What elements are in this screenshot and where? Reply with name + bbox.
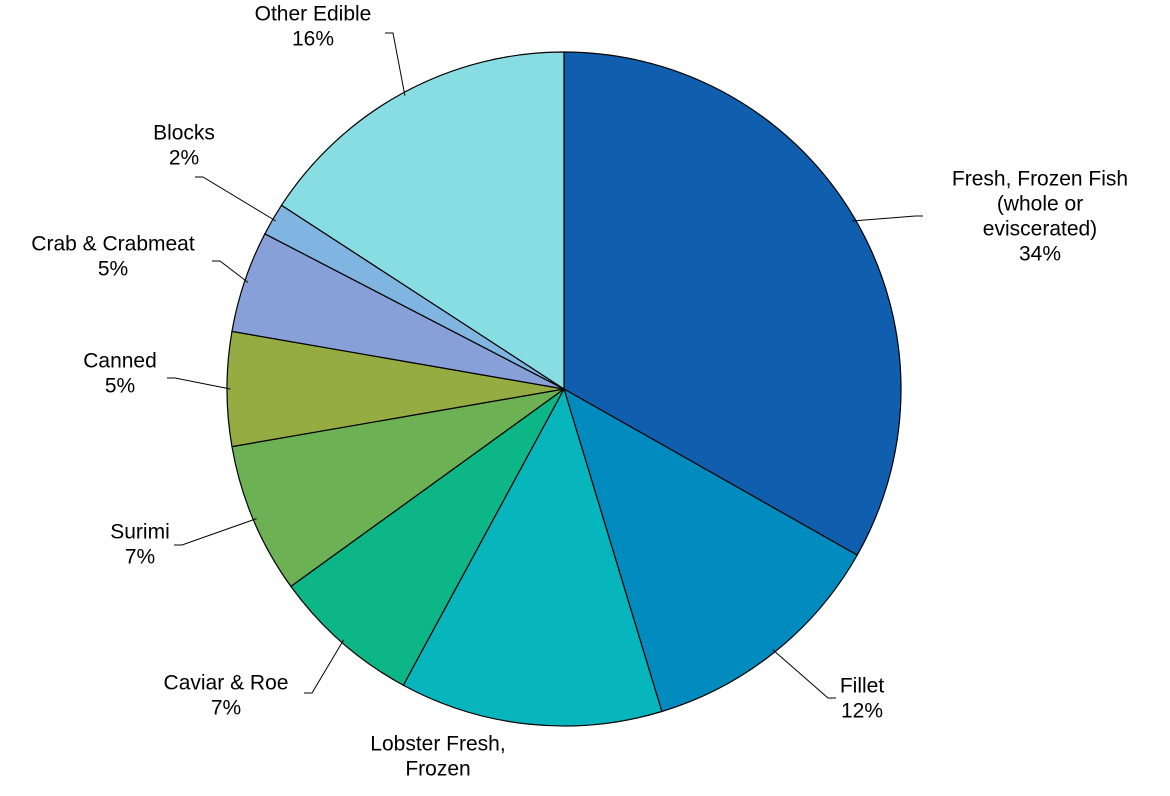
- slice-percent-surimi: 7%: [125, 546, 155, 569]
- pie-slice-fillet: [563, 388, 858, 713]
- pie-slice-other-edible: [280, 51, 565, 390]
- slice-percent-other-edible: 16%: [292, 28, 334, 51]
- leader-lines: [167, 32, 923, 699]
- slice-percent-blocks: 2%: [169, 147, 199, 170]
- slice-label-canned: Canned 5%: [83, 350, 157, 398]
- leader-line-canned: [167, 377, 231, 390]
- slice-name-line-fresh-frozen-fish-whole-or-eviscerated: eviscerated): [983, 218, 1097, 241]
- slice-name-line-blocks: Blocks: [153, 122, 215, 145]
- slice-label-fillet: Fillet 12%: [840, 675, 885, 723]
- slice-label-other-edible: Other Edible 16%: [255, 3, 372, 51]
- slice-name-line-lobster-fresh-frozen: Lobster Fresh,: [370, 733, 505, 756]
- slice-percent-caviar-and-roe: 7%: [211, 697, 241, 720]
- leader-line-crab-and-crabmeat: [212, 260, 249, 283]
- slice-label-blocks: Blocks 2%: [153, 122, 215, 170]
- leader-line-fresh-frozen-fish-whole-or-eviscerated: [852, 215, 923, 222]
- slice-name-line-surimi: Surimi: [110, 521, 170, 544]
- leader-line-blocks: [195, 176, 277, 222]
- leader-line-fillet: [772, 649, 836, 699]
- pie-slice-caviar-and-roe: [290, 388, 565, 686]
- slice-name-line-other-edible: Other Edible: [255, 3, 372, 26]
- slice-percent-fillet: 12%: [841, 700, 883, 723]
- slice-name-line-fresh-frozen-fish-whole-or-eviscerated: Fresh, Frozen Fish: [952, 168, 1128, 191]
- leader-line-other-edible: [385, 32, 406, 96]
- leader-line-surimi: [174, 518, 257, 546]
- slice-name-line-crab-and-crabmeat: Crab & Crabmeat: [31, 233, 195, 256]
- slice-label-surimi: Surimi 7%: [110, 521, 170, 569]
- slice-percent-crab-and-crabmeat: 5%: [98, 258, 128, 281]
- pie-slice-fresh-frozen-fish-whole-or-eviscerated: [563, 51, 902, 556]
- slice-name-line-caviar-and-roe: Caviar & Roe: [164, 672, 289, 695]
- slice-name-line-canned: Canned: [83, 350, 157, 373]
- slice-name-line-lobster-fresh-frozen: Frozen: [405, 758, 470, 781]
- slice-percent-canned: 5%: [105, 375, 135, 398]
- slice-labels: Fresh, Frozen Fish (whole or eviscerated) 3…: [31, 3, 1128, 781]
- slice-name-line-fillet: Fillet: [840, 675, 885, 698]
- slice-label-lobster-fresh-frozen: Lobster Fresh, Frozen: [370, 733, 505, 781]
- slice-label-crab-and-crabmeat: Crab & Crabmeat 5%: [31, 233, 195, 281]
- leader-line-caviar-and-roe: [304, 639, 345, 694]
- slice-label-fresh-frozen-fish-whole-or-eviscerated: Fresh, Frozen Fish (whole or eviscerated) 3…: [952, 168, 1128, 266]
- pie-slice-lobster-fresh-frozen: [402, 388, 663, 727]
- slice-percent-fresh-frozen-fish-whole-or-eviscerated: 34%: [1019, 243, 1061, 266]
- pie-slices: [226, 51, 902, 727]
- slice-label-caviar-and-roe: Caviar & Roe 7%: [164, 672, 289, 720]
- slice-name-line-fresh-frozen-fish-whole-or-eviscerated: (whole or: [997, 193, 1083, 216]
